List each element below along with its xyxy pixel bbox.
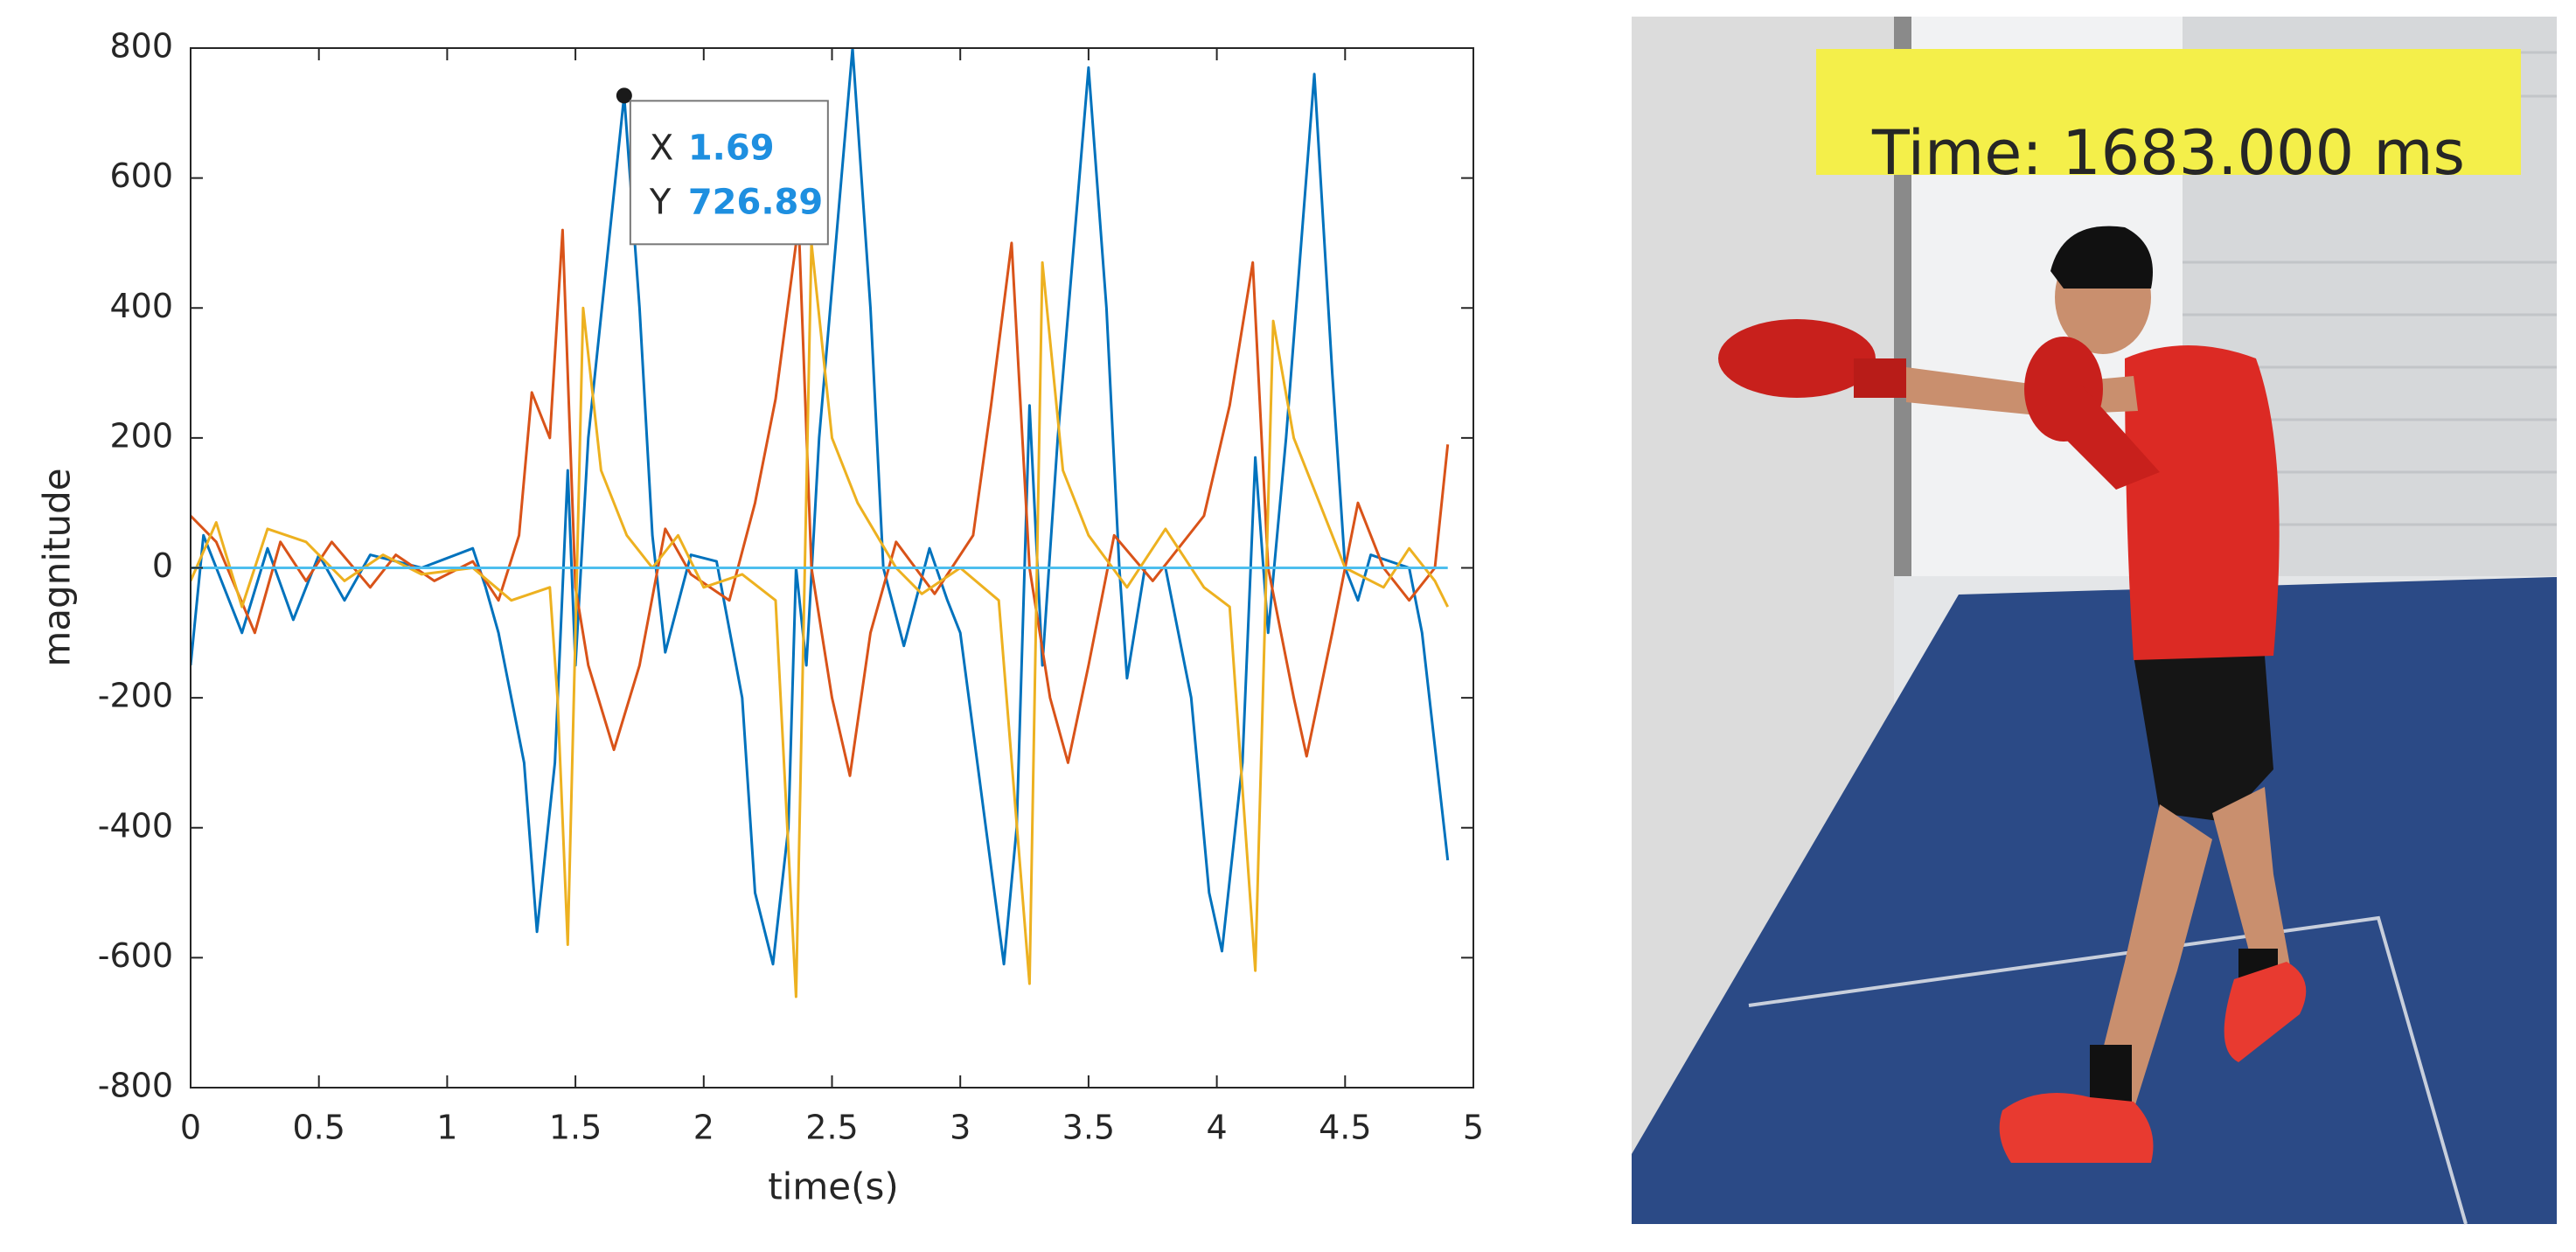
overlay-text: Time: 1683.000 ms	[1871, 117, 2465, 189]
x-tick-label: 3.5	[1062, 1109, 1115, 1147]
y-tick-label: 200	[109, 416, 173, 455]
y-tick-label: -200	[98, 677, 173, 715]
datatip-box	[629, 100, 829, 246]
datatip-marker	[616, 87, 632, 104]
datatip-x-label: X	[650, 128, 673, 168]
x-tick-label: 0.5	[292, 1109, 345, 1147]
floor	[1632, 577, 2557, 1224]
x-tick-label: 5	[1463, 1109, 1484, 1147]
y-tick-label: 600	[109, 156, 173, 195]
axes-box	[190, 47, 1474, 1089]
boxer	[1718, 226, 2307, 1163]
x-tick-label: 2	[693, 1109, 714, 1147]
datatip-y-label: Y	[649, 182, 672, 222]
y-tick-label: -800	[98, 1067, 173, 1105]
x-tick-label: 2.5	[805, 1109, 858, 1147]
y-axis-label: magnitude	[36, 468, 79, 666]
x-tick-label: 1	[436, 1109, 457, 1147]
x-tick-label: 4	[1207, 1109, 1228, 1147]
video-frame: Time: 1683.000 ms	[1632, 17, 2557, 1225]
datatip-y-value: 726.89	[688, 182, 823, 222]
x-tick-label: 3	[950, 1109, 971, 1147]
plot-lines	[191, 48, 1450, 998]
datatip-x-value: 1.69	[688, 128, 775, 168]
y-tick-label: -400	[98, 806, 173, 845]
series-line	[191, 48, 1450, 966]
floor-line	[1748, 915, 2468, 1225]
x-tick-label: 1.5	[549, 1109, 602, 1147]
y-tick-label: 800	[109, 27, 173, 66]
y-tick-label: 0	[152, 546, 173, 585]
x-tick-label: 4.5	[1319, 1109, 1371, 1147]
x-tick-label: 0	[180, 1109, 201, 1147]
x-axis-label: time(s)	[768, 1165, 899, 1208]
y-tick-label: -600	[98, 936, 173, 975]
y-tick-label: 400	[109, 287, 173, 325]
overlay-box	[1816, 49, 2521, 175]
